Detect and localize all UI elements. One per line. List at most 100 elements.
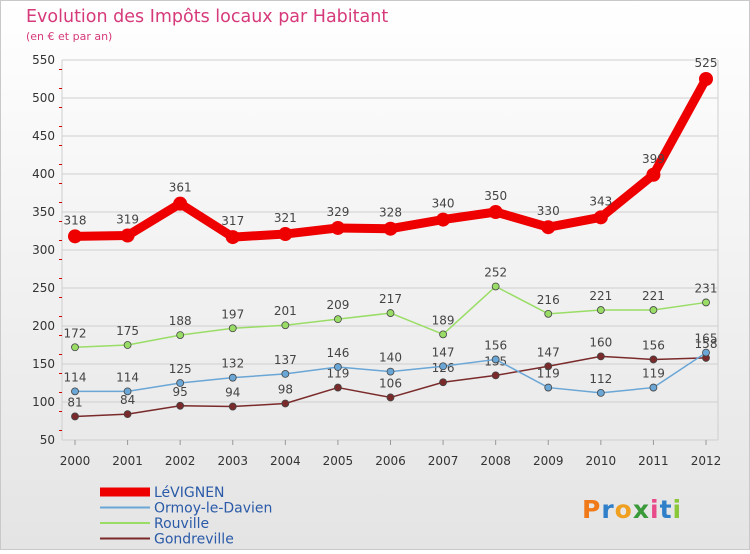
- data-label: 350: [484, 189, 507, 203]
- proxiti-logo: Proxiti: [582, 495, 682, 524]
- data-point: [439, 362, 447, 371]
- data-point: [281, 369, 290, 378]
- data-point: [596, 306, 605, 314]
- x-tick-label: 2006: [375, 454, 406, 468]
- y-tick-label: 350: [32, 205, 55, 219]
- data-point: [176, 331, 185, 340]
- data-label: 252: [484, 265, 507, 279]
- data-label: 317: [221, 214, 244, 228]
- data-point: [491, 355, 500, 364]
- data-point: [228, 402, 237, 411]
- y-tick-label: 200: [32, 319, 55, 333]
- y-axis: 50 100 150 200 250 300 350 400 450 500 550: [32, 53, 62, 447]
- data-point: [71, 412, 79, 421]
- data-label: 140: [379, 351, 402, 365]
- data-point: [646, 167, 661, 182]
- y-tick-label: 100: [32, 395, 55, 409]
- data-label: 156: [484, 338, 507, 352]
- series-ormoy-le-davien: 114 114 125 132 137 146 140 147 156 119 112 119 165: [64, 332, 718, 397]
- y-tick-label: 400: [32, 167, 55, 181]
- data-point: [544, 362, 553, 371]
- data-label: 217: [379, 292, 402, 306]
- logo-letter: o: [615, 495, 633, 524]
- x-tick-label: 2003: [217, 454, 248, 468]
- legend-label: Gondreville: [154, 532, 234, 548]
- data-label: 114: [116, 370, 139, 384]
- logo-text: Proxiti: [582, 495, 682, 524]
- data-label: 119: [642, 367, 665, 381]
- data-label: 329: [326, 205, 349, 219]
- legend-label: LéVIGNEN: [154, 485, 225, 501]
- x-tick-label: 2007: [428, 454, 459, 468]
- data-point: [386, 309, 395, 317]
- y-tick-label: 250: [32, 281, 55, 295]
- data-point: [439, 378, 447, 387]
- data-point: [225, 230, 240, 245]
- data-point: [176, 401, 185, 410]
- data-point: [71, 343, 79, 352]
- data-label: 221: [642, 289, 665, 303]
- data-point: [596, 388, 605, 397]
- data-label: 114: [64, 370, 87, 384]
- logo-letter: i: [650, 495, 660, 524]
- data-point: [123, 410, 132, 419]
- data-point: [491, 282, 500, 291]
- series-l-vignen: 318 319 361 317 321 329 328 340 350 330 343 399 525: [64, 56, 717, 245]
- data-label: 330: [537, 204, 560, 218]
- data-label: 119: [537, 367, 560, 381]
- logo-letter: i: [673, 495, 683, 524]
- data-label: 189: [432, 313, 455, 327]
- data-point: [702, 348, 710, 357]
- data-point: [649, 355, 658, 364]
- x-tick-label: 2000: [60, 454, 91, 468]
- y-tick-label: 450: [32, 129, 55, 143]
- data-label: 201: [274, 304, 297, 318]
- data-label: 221: [589, 289, 612, 303]
- data-point: [593, 210, 608, 225]
- data-point: [173, 196, 188, 211]
- data-label: 146: [326, 346, 349, 360]
- data-label: 147: [432, 345, 455, 359]
- data-label: 84: [120, 393, 135, 407]
- data-point: [330, 220, 345, 235]
- data-label: 165: [695, 332, 718, 346]
- data-label: 197: [221, 307, 244, 321]
- data-label: 112: [589, 372, 612, 386]
- x-axis: 2000 2001 2002 2003 2004 2005 2006 2007 2008 2009…: [60, 440, 722, 468]
- data-label: 361: [169, 181, 192, 195]
- data-label: 399: [642, 152, 665, 166]
- data-label: 318: [64, 213, 87, 227]
- data-point: [649, 383, 658, 392]
- series-gondreville: 8184959498119106126135147160156158: [67, 335, 717, 421]
- data-point: [123, 341, 132, 349]
- data-label: 209: [326, 298, 349, 312]
- data-point: [383, 221, 398, 236]
- data-label: 95: [173, 385, 188, 399]
- data-label: 319: [116, 213, 139, 227]
- data-point: [281, 399, 290, 408]
- logo-letter: t: [660, 495, 673, 524]
- data-label: 172: [64, 326, 87, 340]
- data-point: [386, 367, 395, 376]
- x-tick-label: 2012: [691, 454, 722, 468]
- legend-label: Ormoy-le-Davien: [154, 501, 272, 517]
- data-label: 156: [642, 338, 665, 352]
- x-tick-label: 2004: [270, 454, 301, 468]
- data-point: [278, 227, 293, 242]
- x-tick-label: 2010: [586, 454, 617, 468]
- chart-title: Evolution des Impôts locaux par Habitant: [26, 7, 388, 27]
- data-label: 160: [589, 335, 612, 349]
- data-label: 81: [67, 395, 82, 409]
- data-point: [488, 205, 503, 219]
- data-label: 343: [589, 194, 612, 208]
- data-point: [228, 324, 237, 333]
- logo-letter: P: [582, 495, 601, 524]
- chart-subtitle: (en € et par an): [26, 30, 112, 43]
- data-point: [491, 371, 500, 380]
- data-point: [228, 373, 237, 382]
- x-tick-label: 2001: [112, 454, 143, 468]
- y-tick-label: 150: [32, 357, 55, 371]
